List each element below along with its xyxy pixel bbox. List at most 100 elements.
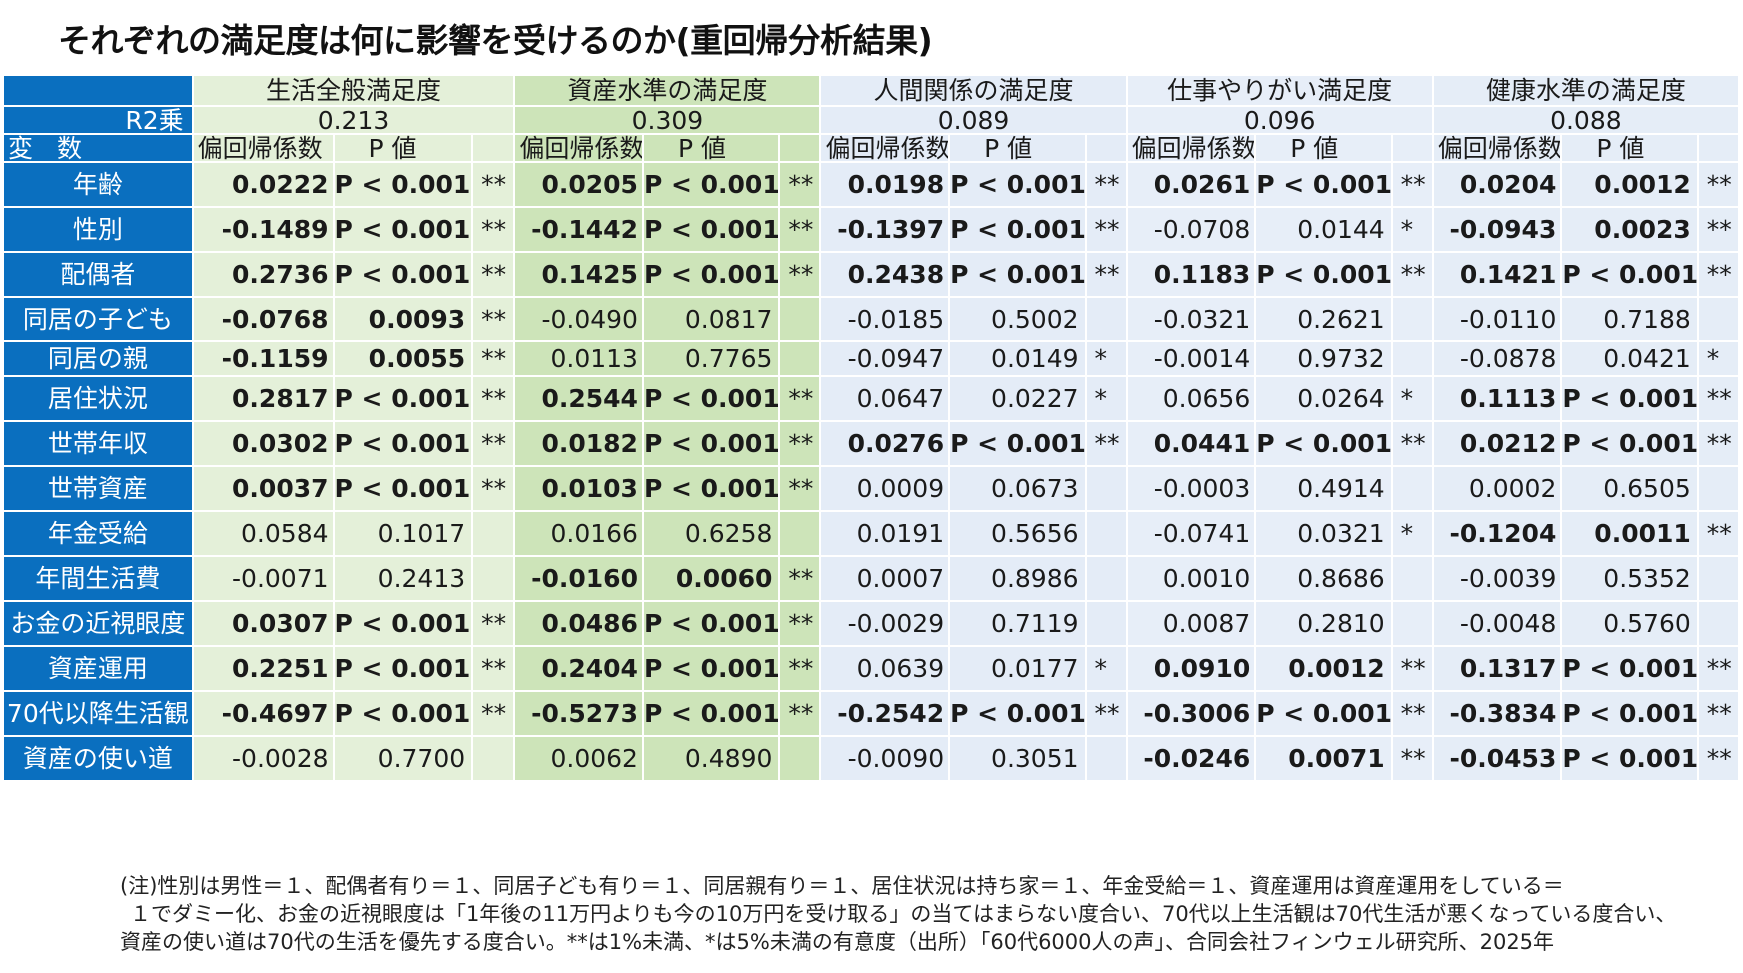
significance-mark: ** <box>1696 510 1741 557</box>
coef-value: 0.0198 <box>819 161 951 208</box>
coef-value: 0.0009 <box>819 465 951 512</box>
p-value: P < 0.001 <box>641 420 781 467</box>
row-variable: 資産の使い道 <box>2 735 194 782</box>
p-value: P < 0.001 <box>332 690 474 737</box>
significance-mark <box>1696 555 1741 602</box>
significance-mark: * <box>1390 206 1434 253</box>
p-value: 0.0144 <box>1254 206 1393 253</box>
coef-value: 0.0222 <box>191 161 335 208</box>
p-value: 0.5656 <box>948 510 1087 557</box>
coef-value: -0.0943 <box>1431 206 1563 253</box>
coef-value: 0.0656 <box>1125 375 1257 422</box>
coef-value: -0.0029 <box>819 600 951 647</box>
significance-mark <box>1084 510 1128 557</box>
coef-value: -0.0071 <box>191 555 335 602</box>
p-value: 0.0177 <box>948 645 1087 692</box>
significance-mark <box>1696 296 1741 342</box>
coef-value: -0.3006 <box>1125 690 1257 737</box>
table-row: 資産運用 0.2251 P < 0.001 ** 0.2404 P < 0.001 ** 0.… <box>2 645 1741 692</box>
significance-mark: ** <box>1084 251 1128 298</box>
significance-mark: ** <box>778 206 822 253</box>
significance-mark: ** <box>778 645 822 692</box>
regression-table: 生活全般満足度 資産水準の満足度 人間関係の満足度 仕事やりがい満足度 健康水準の満足度… <box>2 74 1741 782</box>
row-variable: 年間生活費 <box>2 555 194 602</box>
p-value: 0.0264 <box>1254 375 1393 422</box>
table-row: 70代以降生活観 -0.4697 P < 0.001 ** -0.5273 P < 0.0… <box>2 690 1741 737</box>
footnote-line-3: 資産の使い道は70代の生活を優先する度合い。**は1%未満、*は5%未満の有意度… <box>120 930 1555 954</box>
significance-mark: ** <box>471 206 516 253</box>
p-header: P 値 <box>332 133 474 163</box>
coef-value: 0.0307 <box>191 600 335 647</box>
significance-mark: * <box>1084 645 1128 692</box>
p-value: 0.0023 <box>1560 206 1699 253</box>
row-variable: 年齢 <box>2 161 194 208</box>
p-value: P < 0.001 <box>1254 251 1393 298</box>
coef-value: -0.1159 <box>191 340 335 377</box>
coef-value: -0.0185 <box>819 296 951 342</box>
significance-mark: ** <box>471 465 516 512</box>
p-value: P < 0.001 <box>332 161 474 208</box>
significance-mark: ** <box>1696 251 1741 298</box>
coef-value: -0.0878 <box>1431 340 1563 377</box>
coef-value: 0.2404 <box>513 645 644 692</box>
coef-value: -0.0321 <box>1125 296 1257 342</box>
significance-mark: ** <box>1390 645 1434 692</box>
coef-value: -0.3834 <box>1431 690 1563 737</box>
significance-mark: ** <box>1696 206 1741 253</box>
p-value: 0.3051 <box>948 735 1087 782</box>
p-value: 0.2810 <box>1254 600 1393 647</box>
significance-mark: ** <box>778 555 822 602</box>
coef-value: -0.2542 <box>819 690 951 737</box>
coef-value: 0.1113 <box>1431 375 1563 422</box>
p-value: P < 0.001 <box>1560 420 1699 467</box>
table-row: 年間生活費 -0.0071 0.2413 -0.0160 0.0060 ** 0.0007 0… <box>2 555 1741 602</box>
row-variable: 同居の子ども <box>2 296 194 342</box>
subheader-row: 変 数偏回帰係数 P 値偏回帰係数 P 値偏回帰係数 P 値偏回帰係数 P 値偏回帰係数… <box>2 133 1741 163</box>
significance-mark: ** <box>1696 375 1741 422</box>
coef-value: 0.0276 <box>819 420 951 467</box>
significance-mark: ** <box>471 251 516 298</box>
coef-value: -0.0003 <box>1125 465 1257 512</box>
coef-value: 0.0584 <box>191 510 335 557</box>
p-value: 0.0011 <box>1560 510 1699 557</box>
significance-mark: ** <box>778 600 822 647</box>
p-value: P < 0.001 <box>641 690 781 737</box>
coef-value: -0.1489 <box>191 206 335 253</box>
p-value: P < 0.001 <box>641 375 781 422</box>
p-value: 0.4914 <box>1254 465 1393 512</box>
p-value: 0.5760 <box>1560 600 1699 647</box>
significance-mark <box>1084 555 1128 602</box>
coef-value: 0.1421 <box>1431 251 1563 298</box>
row-variable: 居住状況 <box>2 375 194 422</box>
p-value: P < 0.001 <box>1560 645 1699 692</box>
p-value: 0.7700 <box>332 735 474 782</box>
coef-value: -0.0090 <box>819 735 951 782</box>
footnote-line-2: １でダミー化、お金の近視眼度は「1年後の11万円よりも今の10万円を受け取る」の… <box>130 902 1677 926</box>
coef-value: -0.0039 <box>1431 555 1563 602</box>
p-value: P < 0.001 <box>1560 251 1699 298</box>
significance-mark: ** <box>778 420 822 467</box>
p-value: P < 0.001 <box>1254 420 1393 467</box>
p-value: 0.0149 <box>948 340 1087 377</box>
group-header: 資産水準の満足度 <box>513 74 822 107</box>
significance-mark: ** <box>471 296 516 342</box>
p-value: 0.0321 <box>1254 510 1393 557</box>
row-variable: 資産運用 <box>2 645 194 692</box>
significance-mark <box>1390 296 1434 342</box>
p-value: 0.2413 <box>332 555 474 602</box>
coef-value: -0.0028 <box>191 735 335 782</box>
coef-value: 0.0441 <box>1125 420 1257 467</box>
p-value: 0.0227 <box>948 375 1087 422</box>
p-value: P < 0.001 <box>332 206 474 253</box>
coef-value: -0.0741 <box>1125 510 1257 557</box>
significance-mark: ** <box>778 161 822 208</box>
p-value: 0.5352 <box>1560 555 1699 602</box>
p-header: P 値 <box>948 133 1087 163</box>
coef-value: -0.5273 <box>513 690 644 737</box>
coef-header: 偏回帰係数 <box>1125 133 1257 163</box>
p-value: P < 0.001 <box>641 645 781 692</box>
footnote-line-1: (注)性別は男性＝１、配偶者有り＝１、同居子ども有り＝１、同居親有り＝１、居住状… <box>120 874 1564 898</box>
significance-mark: ** <box>1390 735 1434 782</box>
coef-value: -0.0768 <box>191 296 335 342</box>
row-variable: 年金受給 <box>2 510 194 557</box>
